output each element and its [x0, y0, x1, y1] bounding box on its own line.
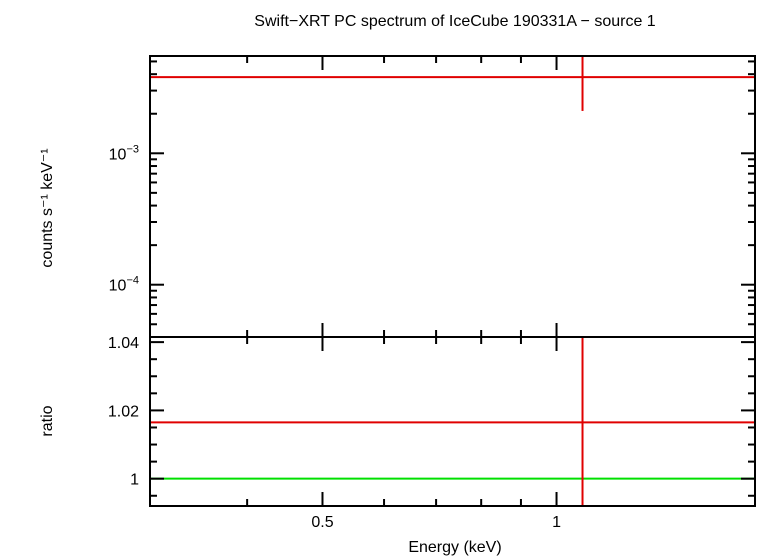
chart-title: Swift−XRT PC spectrum of IceCube 190331A…: [254, 13, 656, 30]
x-tick-label: 0.5: [311, 514, 333, 531]
x-axis-label: Energy (keV): [408, 539, 501, 556]
x-tick-label: 1: [552, 514, 561, 531]
y-tick-label: 1.04: [108, 335, 139, 352]
ratio-y-axis-label: ratio: [39, 405, 56, 436]
y-tick-label: 1.02: [108, 403, 139, 420]
y-tick-label: 10−4: [109, 275, 139, 295]
y-tick-label: 10−3: [109, 143, 139, 163]
y-tick-label: 1: [130, 472, 139, 489]
spectrum-data-point: [150, 56, 755, 111]
ratio-panel: 1.04 1.02 1 0.5 1 ratio Energy (keV): [39, 335, 756, 556]
ratio-data-point: [150, 337, 755, 506]
spectrum-y-axis-label: counts s⁻¹ keV⁻¹: [39, 148, 56, 267]
spectrum-frame: [149, 55, 756, 338]
ratio-frame: [149, 336, 756, 507]
spectrum-panel: 10−3 10−4 counts s⁻¹ keV⁻¹: [39, 55, 756, 338]
